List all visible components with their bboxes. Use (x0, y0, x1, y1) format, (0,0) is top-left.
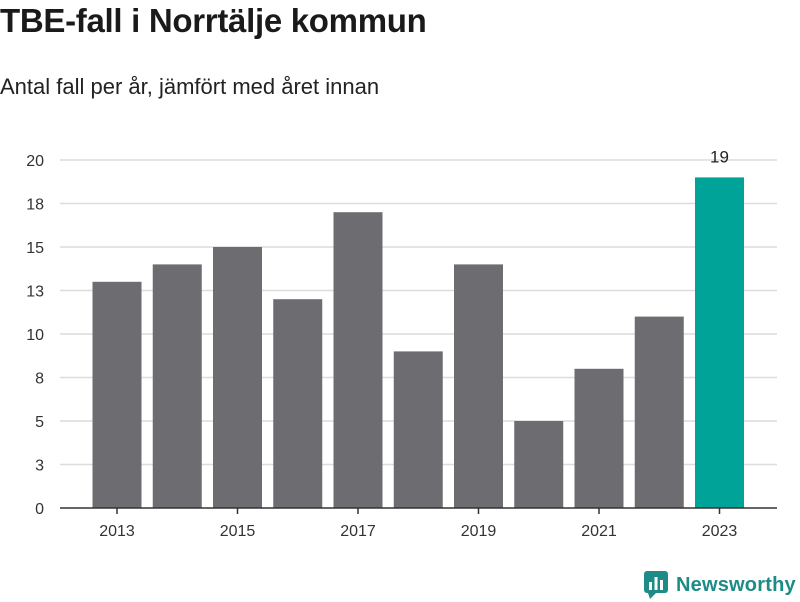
bar (152, 264, 202, 508)
y-tick-label: 13 (26, 284, 44, 301)
x-tick-label: 2021 (581, 523, 617, 540)
y-tick-label: 3 (35, 458, 44, 475)
x-tick-label: 2023 (702, 523, 738, 540)
bar (92, 281, 142, 508)
bar (393, 351, 443, 508)
chart-subtitle: Antal fall per år, jämfört med året inna… (0, 74, 380, 99)
bar (454, 264, 503, 508)
x-tick-label: 2017 (340, 523, 376, 540)
bar (695, 177, 744, 508)
y-tick-label: 20 (26, 153, 44, 170)
y-tick-label: 8 (35, 371, 44, 388)
x-tick-label: 2015 (220, 523, 256, 540)
bar (514, 421, 564, 508)
x-tick-label: 2019 (461, 523, 497, 540)
newsworthy-logo: Newsworthy (644, 568, 796, 602)
bar (213, 247, 262, 508)
y-tick-label: 18 (26, 197, 44, 214)
chart-title: TBE-fall i Norrtälje kommun (0, 2, 427, 39)
brand-name: Newsworthy (676, 573, 796, 596)
bar (634, 316, 684, 508)
data-label: 19 (710, 147, 729, 166)
y-tick-label: 0 (35, 501, 44, 518)
y-tick-label: 10 (26, 327, 44, 344)
bar-chart-icon (644, 571, 668, 599)
bar (574, 368, 624, 508)
y-tick-label: 5 (35, 414, 44, 431)
x-tick-label: 2013 (99, 523, 135, 540)
bar (333, 212, 383, 508)
bar (273, 299, 323, 508)
y-tick-label: 15 (26, 240, 44, 257)
